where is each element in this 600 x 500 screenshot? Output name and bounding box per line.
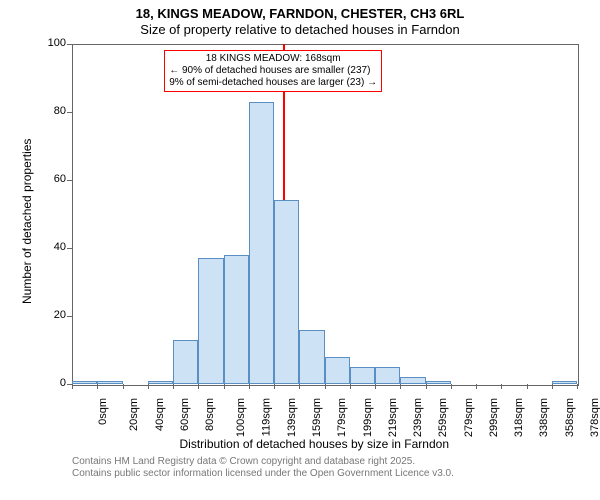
histogram-bar (224, 255, 249, 384)
histogram-bar (148, 381, 173, 384)
histogram-bar (198, 258, 223, 384)
chart-title-line2: Size of property relative to detached ho… (0, 22, 600, 37)
plot-area (72, 44, 579, 386)
histogram-bar (249, 102, 274, 384)
histogram-bar (350, 367, 375, 384)
footer-copyright: Contains HM Land Registry data © Crown c… (72, 456, 415, 467)
x-tick-mark (451, 384, 452, 389)
x-tick-label: 80sqm (204, 398, 216, 431)
histogram-bar (72, 381, 97, 384)
annotation-line2: 9% of semi-detached houses are larger (2… (169, 77, 377, 89)
x-tick-mark (426, 384, 427, 389)
x-tick-mark (577, 384, 578, 389)
annotation-line1: ← 90% of detached houses are smaller (23… (169, 65, 377, 77)
chart-title-line1: 18, KINGS MEADOW, FARNDON, CHESTER, CH3 … (0, 6, 600, 21)
property-annotation: 18 KINGS MEADOW: 168sqm ← 90% of detache… (164, 50, 382, 92)
x-tick-mark (400, 384, 401, 389)
x-tick-label: 40sqm (154, 398, 166, 431)
x-tick-mark (527, 384, 528, 389)
x-tick-mark (72, 384, 73, 389)
x-tick-label: 159sqm (311, 398, 323, 437)
y-tick-mark (67, 44, 72, 45)
x-tick-label: 179sqm (336, 398, 348, 437)
x-tick-mark (97, 384, 98, 389)
x-tick-mark (123, 384, 124, 389)
histogram-bar (173, 340, 198, 384)
x-tick-label: 199sqm (362, 398, 374, 437)
x-tick-mark (501, 384, 502, 389)
x-tick-mark (249, 384, 250, 389)
x-tick-label: 338sqm (538, 398, 550, 437)
x-tick-label: 219sqm (387, 398, 399, 437)
x-tick-mark (325, 384, 326, 389)
x-tick-label: 0sqm (97, 398, 109, 425)
x-tick-label: 259sqm (437, 398, 449, 437)
x-tick-mark (476, 384, 477, 389)
x-tick-mark (552, 384, 553, 389)
y-tick-label: 40 (38, 241, 66, 253)
x-tick-label: 318sqm (513, 398, 525, 437)
x-tick-mark (274, 384, 275, 389)
x-tick-label: 20sqm (128, 398, 140, 431)
footer-licence: Contains public sector information licen… (72, 468, 454, 479)
x-tick-mark (198, 384, 199, 389)
annotation-title: 18 KINGS MEADOW: 168sqm (169, 53, 377, 65)
y-tick-mark (67, 316, 72, 317)
x-tick-mark (350, 384, 351, 389)
histogram-bar (400, 377, 425, 384)
y-tick-label: 80 (38, 105, 66, 117)
x-tick-label: 60sqm (179, 398, 191, 431)
x-tick-mark (148, 384, 149, 389)
x-tick-label: 279sqm (463, 398, 475, 437)
y-axis-label: Number of detached properties (20, 139, 34, 304)
x-tick-mark (299, 384, 300, 389)
x-tick-mark (173, 384, 174, 389)
histogram-bar (325, 357, 350, 384)
histogram-bar (299, 330, 324, 384)
x-tick-label: 119sqm (260, 398, 272, 436)
x-tick-label: 299sqm (488, 398, 500, 437)
x-tick-label: 139sqm (286, 398, 298, 437)
histogram-bar (552, 381, 577, 384)
x-axis-label: Distribution of detached houses by size … (180, 437, 450, 451)
histogram-bar (274, 200, 299, 384)
histogram-bar (97, 381, 122, 384)
y-tick-label: 20 (38, 309, 66, 321)
x-tick-label: 239sqm (412, 398, 424, 437)
y-tick-label: 60 (38, 173, 66, 185)
y-tick-mark (67, 180, 72, 181)
histogram-bar (426, 381, 451, 384)
y-tick-mark (67, 248, 72, 249)
x-tick-label: 100sqm (235, 398, 247, 437)
histogram-bar (375, 367, 400, 384)
x-tick-label: 378sqm (589, 398, 600, 437)
x-tick-label: 358sqm (564, 398, 576, 437)
y-tick-label: 0 (38, 377, 66, 389)
y-tick-label: 100 (38, 37, 66, 49)
x-tick-mark (375, 384, 376, 389)
x-tick-mark (224, 384, 225, 389)
y-tick-mark (67, 112, 72, 113)
